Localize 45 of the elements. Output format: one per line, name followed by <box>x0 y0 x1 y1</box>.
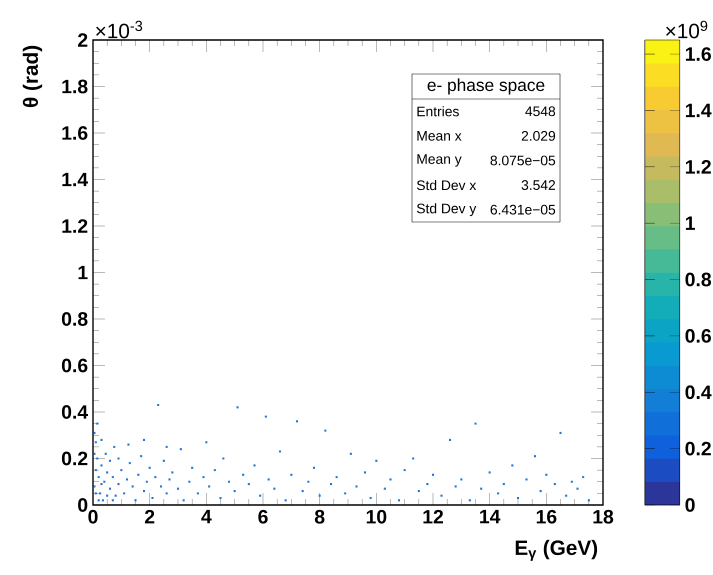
annotation: Mean y <box>417 154 462 167</box>
color-bar-label: 1.2 <box>686 160 711 174</box>
annotation: 4548 <box>525 106 556 116</box>
annotation: 6.431e−05 <box>490 204 556 215</box>
x-tick-label: 0 <box>88 510 98 524</box>
color-bar-label: 0 <box>685 498 695 512</box>
annotation: 3.542 <box>522 180 556 190</box>
color-bar-label: 0.4 <box>685 385 712 400</box>
y-tick-label: 0.6 <box>62 358 88 372</box>
x-tick-label: 14 <box>480 510 500 524</box>
y-tick-label: 0 <box>78 498 88 512</box>
y-tick-label: 1.4 <box>62 172 88 186</box>
y-tick-label: 2 <box>78 33 88 47</box>
annotation: 8.075e−05 <box>490 156 556 166</box>
color-bar-label: 1 <box>686 216 695 230</box>
y-tick-label: 1.2 <box>62 219 88 233</box>
color-bar-label: 0.8 <box>685 272 712 286</box>
x-tick-label: 16 <box>536 510 556 524</box>
y-tick-label: 1.8 <box>62 80 88 94</box>
annotation: e- phase space <box>428 78 544 95</box>
x-tick-label: 8 <box>314 510 324 524</box>
x-tick-label: 10 <box>366 510 386 524</box>
annotation: Entries <box>417 106 459 116</box>
x-tick-label: 18 <box>593 510 614 524</box>
y-tick-label: 0.2 <box>62 452 88 466</box>
text: ×10$^{9}$ <box>666 20 708 38</box>
x-tick-label: 6 <box>258 510 268 524</box>
text: ×10$^{-3}$ <box>96 20 142 38</box>
y-tick-label: 1.6 <box>62 126 88 140</box>
x-axis-title: E$_{γ}$ (GeV) <box>516 540 598 561</box>
y-tick-label: 0.4 <box>62 405 88 419</box>
annotation: Std Dev x <box>416 180 476 190</box>
color-bar-label: 0.6 <box>685 329 711 343</box>
annotation: 2.029 <box>522 130 556 141</box>
x-tick-label: 2 <box>144 510 154 524</box>
y-tick-label: 0.8 <box>62 312 88 326</box>
color-bar-label: 0.2 <box>685 442 711 456</box>
y-axis-title: θ (rad) <box>22 46 42 108</box>
annotation: Std Dev y <box>416 203 476 216</box>
x-tick-label: 12 <box>423 510 444 524</box>
color-bar-label: 1.6 <box>686 47 711 61</box>
x-tick-label: 4 <box>201 510 212 524</box>
y-tick-label: 1 <box>78 266 88 280</box>
color-bar-label: 1.4 <box>686 104 712 118</box>
annotation: Mean x <box>417 131 462 141</box>
